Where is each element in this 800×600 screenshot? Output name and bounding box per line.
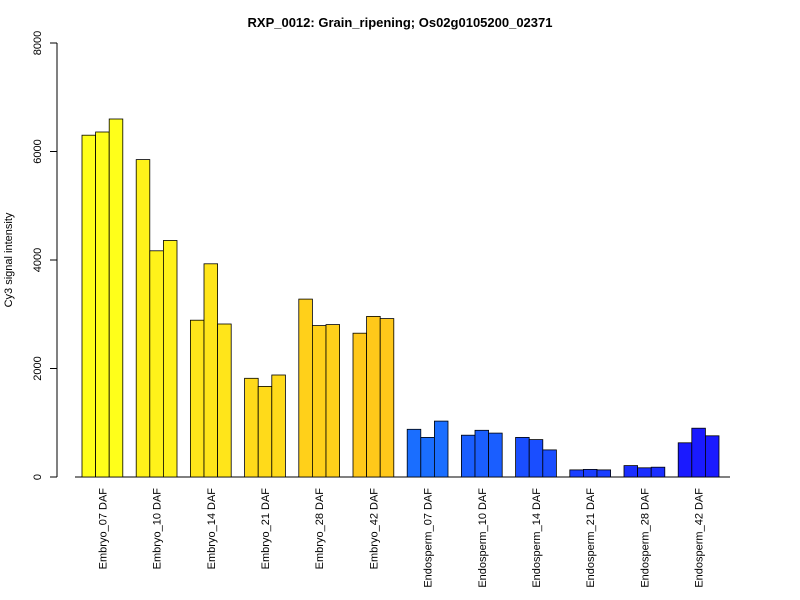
bar bbox=[677, 442, 693, 478]
bar bbox=[650, 466, 666, 478]
y-tick-label: 6000 bbox=[32, 139, 44, 163]
y-axis-label: Cy3 signal intensity bbox=[3, 212, 15, 307]
bar bbox=[257, 385, 273, 478]
bar bbox=[271, 374, 286, 478]
chart-title: RXP_0012: Grain_ripening; Os02g0105200_0… bbox=[248, 15, 553, 30]
bar bbox=[325, 324, 341, 478]
bar bbox=[189, 319, 205, 478]
bar bbox=[569, 469, 584, 478]
bar bbox=[637, 467, 652, 478]
bar bbox=[691, 427, 706, 478]
bar bbox=[81, 134, 97, 478]
bar bbox=[379, 318, 395, 478]
bar bbox=[366, 315, 381, 478]
bar bbox=[460, 434, 476, 478]
bars bbox=[81, 118, 720, 478]
y-tick-label: 4000 bbox=[32, 248, 44, 272]
bar bbox=[583, 468, 598, 478]
bar bbox=[623, 465, 639, 478]
y-tick-label: 2000 bbox=[32, 356, 44, 380]
bar bbox=[433, 420, 449, 478]
x-tick-label: Endosperm_21 DAF bbox=[585, 488, 597, 588]
x-tick-label: Embryo_07 DAF bbox=[97, 488, 109, 570]
bar bbox=[420, 436, 435, 478]
y-tick-label: 0 bbox=[32, 474, 44, 480]
x-tick-label: Endosperm_07 DAF bbox=[423, 488, 435, 588]
x-tick-label: Endosperm_14 DAF bbox=[531, 488, 543, 588]
x-tick-label: Endosperm_10 DAF bbox=[477, 488, 489, 588]
bar bbox=[488, 432, 503, 478]
bar bbox=[298, 298, 313, 478]
bar bbox=[352, 332, 368, 478]
bar bbox=[135, 159, 151, 478]
bar bbox=[95, 131, 110, 478]
bar bbox=[311, 325, 327, 478]
bar bbox=[149, 250, 164, 478]
bar bbox=[596, 469, 612, 478]
x-tick-label: Embryo_10 DAF bbox=[152, 488, 164, 570]
x-tick-label: Embryo_21 DAF bbox=[260, 488, 272, 570]
bar bbox=[406, 428, 422, 478]
y-tick-label: 8000 bbox=[32, 31, 44, 55]
bar bbox=[705, 435, 720, 478]
bar bbox=[528, 439, 544, 478]
bar bbox=[244, 377, 259, 478]
bar bbox=[542, 449, 557, 478]
x-tick-label: Embryo_28 DAF bbox=[314, 488, 326, 570]
y-ticks: 0 2000 4000 6000 8000 bbox=[32, 31, 57, 480]
x-tick-label: Embryo_42 DAF bbox=[368, 488, 380, 570]
bar bbox=[162, 240, 178, 478]
bar bbox=[474, 429, 490, 478]
x-tick-label: Embryo_14 DAF bbox=[206, 488, 218, 570]
bar bbox=[203, 263, 219, 478]
x-tick-label: Endosperm_28 DAF bbox=[639, 488, 651, 588]
x-tick-labels: Embryo_07 DAF Embryo_10 DAF Embryo_14 DAF E… bbox=[97, 488, 705, 588]
bar bbox=[217, 323, 232, 478]
bar bbox=[515, 436, 530, 478]
bar bbox=[108, 118, 124, 478]
x-tick-label: Endosperm_42 DAF bbox=[694, 488, 706, 588]
